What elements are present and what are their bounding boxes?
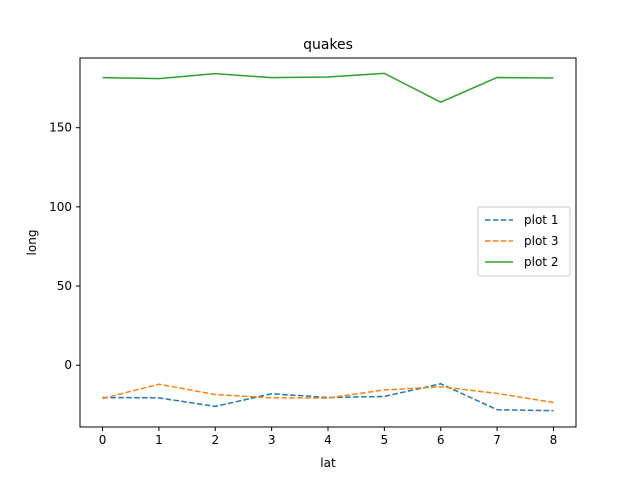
x-tick-label: 1 bbox=[155, 433, 163, 447]
y-axis-label: long bbox=[25, 230, 39, 256]
x-tick-label: 5 bbox=[381, 433, 389, 447]
x-tick-label: 4 bbox=[324, 433, 332, 447]
legend: plot 1 plot 3 plot 2 bbox=[477, 206, 571, 277]
x-tick-label: 3 bbox=[268, 433, 276, 447]
y-tick-label: 50 bbox=[57, 279, 72, 293]
chart-title: quakes bbox=[303, 37, 353, 53]
y-tick-label: 100 bbox=[49, 200, 72, 214]
y-tick-label: 0 bbox=[64, 358, 72, 372]
x-tick-label: 8 bbox=[550, 433, 558, 447]
legend-label: plot 3 bbox=[524, 234, 558, 248]
x-tick-label: 7 bbox=[493, 433, 501, 447]
legend-label: plot 1 bbox=[524, 213, 558, 227]
x-axis-label: lat bbox=[320, 456, 336, 470]
legend-label: plot 2 bbox=[524, 255, 558, 269]
series-line-plot-3 bbox=[102, 383, 554, 404]
series-line-plot-2 bbox=[102, 72, 554, 103]
legend-box bbox=[477, 206, 571, 277]
x-tick-label: 2 bbox=[211, 433, 219, 447]
y-tick-label: 150 bbox=[49, 121, 72, 135]
plot-area bbox=[102, 72, 554, 412]
x-axis: 0 1 2 3 4 5 6 7 8 bbox=[99, 427, 558, 447]
x-tick-label: 0 bbox=[99, 433, 107, 447]
x-tick-label: 6 bbox=[437, 433, 445, 447]
series-line-plot-1 bbox=[102, 383, 554, 412]
y-axis: 0 50 100 150 bbox=[49, 121, 80, 372]
